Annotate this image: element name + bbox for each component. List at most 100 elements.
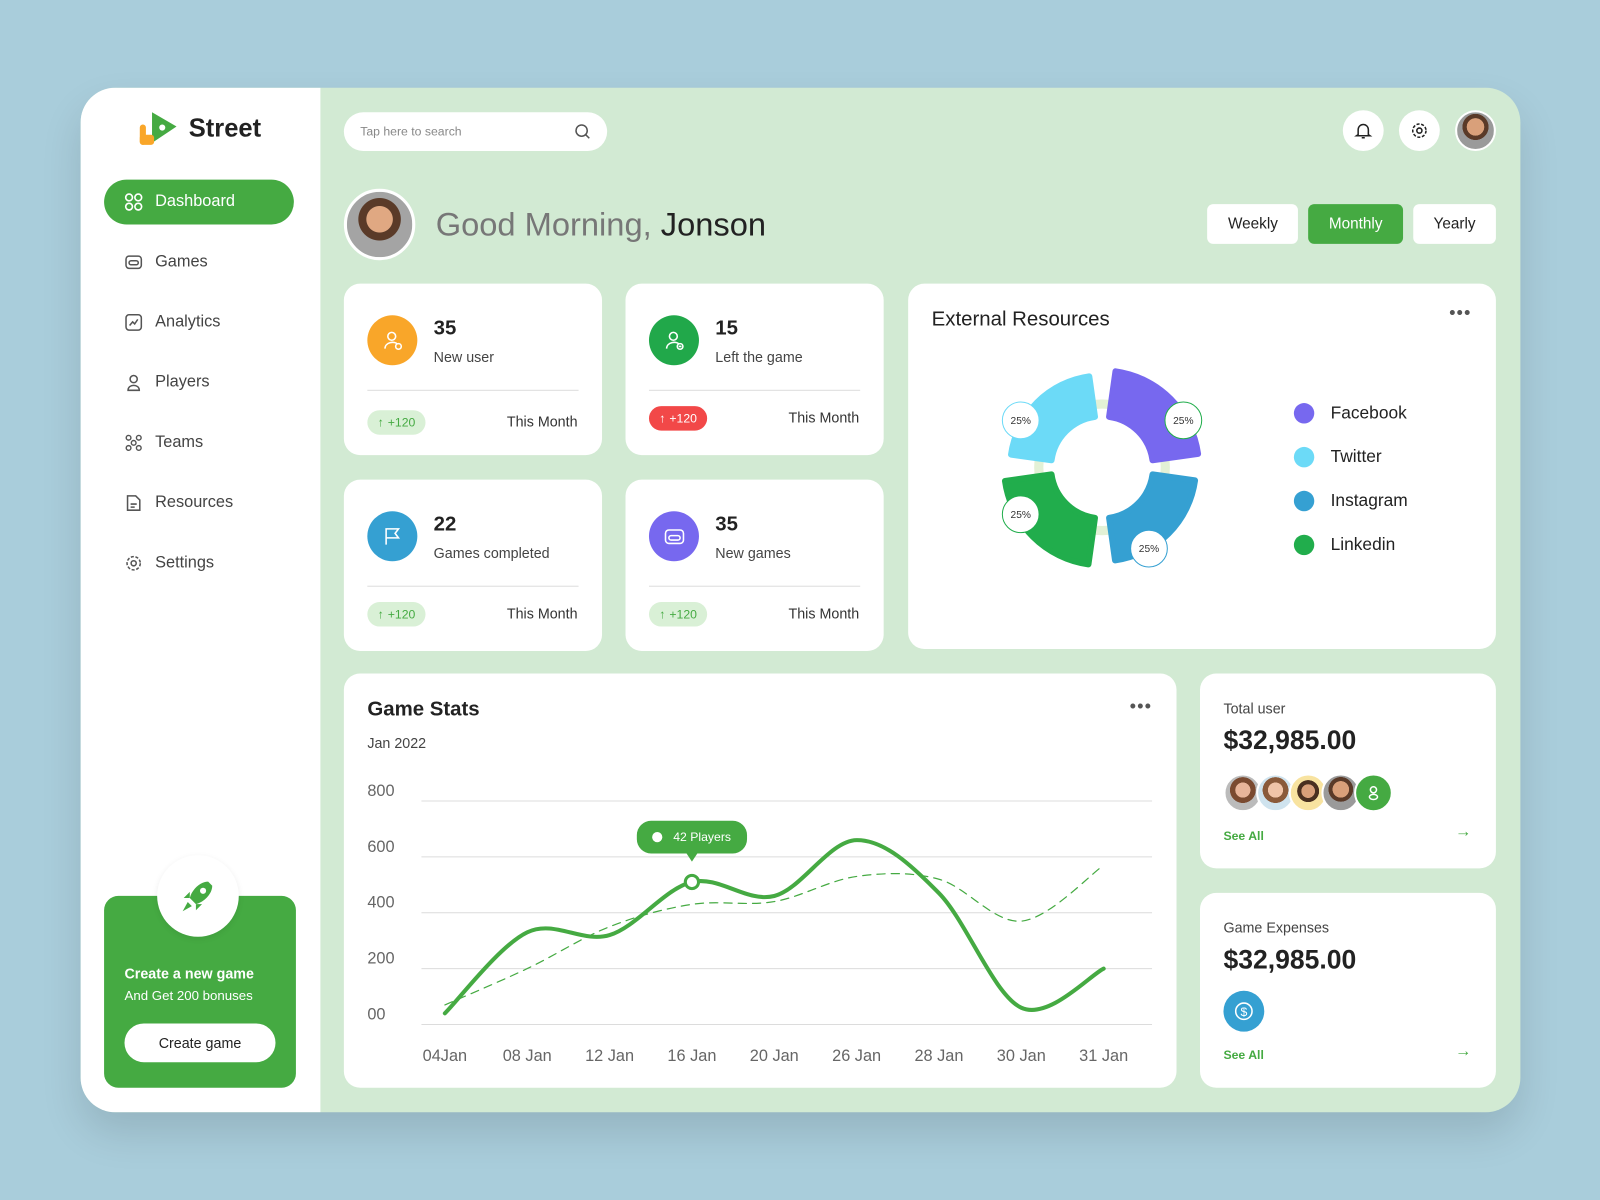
avatar-group <box>1223 773 1393 813</box>
legend-label: Instagram <box>1330 490 1408 510</box>
svg-text:$: $ <box>1240 1005 1247 1019</box>
avatar <box>1256 773 1295 813</box>
settings-button[interactable] <box>1398 110 1440 152</box>
stat-label: Left the game <box>715 348 803 366</box>
y-tick-label: 600 <box>367 838 394 856</box>
resources-legend: Facebook Twitter Instagram Linkedin <box>1293 391 1408 567</box>
stat-card: 22 Games completed ↑ +120 This Month <box>343 479 603 652</box>
x-tick-label: 31 Jan <box>1079 1047 1128 1065</box>
x-tick-label: 08 Jan <box>503 1047 552 1065</box>
divider <box>367 585 579 587</box>
stat-period: This Month <box>506 413 578 430</box>
sidebar-item-teams[interactable]: Teams <box>104 420 294 465</box>
logo[interactable]: Street <box>138 110 261 147</box>
more-options-icon[interactable]: ••• <box>1129 695 1153 717</box>
document-icon <box>126 495 141 511</box>
rocket-icon <box>157 855 239 937</box>
legend-label: Linkedin <box>1330 534 1396 554</box>
legend-label: Twitter <box>1330 446 1382 466</box>
gamepad-icon <box>125 255 143 270</box>
total-user-card: Total user $32,985.00 See All → <box>1199 673 1496 869</box>
donut-percent-label: 25% <box>1130 529 1168 568</box>
user-remove-icon <box>648 315 699 366</box>
app-window: Street Dashboard Games Analytics Players… <box>80 87 1521 1113</box>
period-weekly-button[interactable]: Weekly <box>1207 204 1299 244</box>
search-input[interactable]: Tap here to search <box>343 112 608 152</box>
sidebar-item-label: Players <box>155 373 210 391</box>
x-tick-label: 16 Jan <box>667 1047 716 1065</box>
arrow-up-icon: ↑ <box>659 607 666 622</box>
brand-name: Street <box>188 113 262 143</box>
stat-value: 35 <box>433 317 457 340</box>
x-tick-label: 20 Jan <box>750 1047 799 1065</box>
legend-item: Linkedin <box>1293 522 1408 566</box>
greeting: Good Morning, Jonson <box>343 188 767 261</box>
x-tick-label: 30 Jan <box>997 1047 1046 1065</box>
notifications-button[interactable] <box>1342 110 1384 152</box>
arrow-right-icon[interactable]: → <box>1455 823 1472 841</box>
dollar-icon: $ <box>1223 990 1265 1032</box>
sidebar-item-settings[interactable]: Settings <box>104 541 294 586</box>
sidebar-item-label: Teams <box>155 433 204 452</box>
change-badge: ↑ +120 <box>648 406 708 431</box>
profile-avatar <box>343 188 416 261</box>
arrow-up-icon: ↑ <box>377 415 384 430</box>
more-options-icon[interactable]: ••• <box>1449 302 1472 323</box>
stat-label: Games completed <box>433 544 550 562</box>
gear-icon <box>1411 123 1427 139</box>
logo-icon <box>139 112 177 145</box>
donut-segment-facebook[interactable] <box>1106 368 1202 464</box>
promo-subtitle: And Get 200 bonuses <box>124 987 253 1004</box>
y-tick-label: 200 <box>367 950 394 968</box>
change-badge: ↑ +120 <box>367 410 426 435</box>
sidebar-item-label: Games <box>155 253 208 271</box>
series-line-solid <box>442 838 1106 1016</box>
chart-title: Game Stats <box>367 697 480 721</box>
user-add-icon <box>367 315 418 366</box>
gear-icon <box>126 555 142 571</box>
sidebar-item-analytics[interactable]: Analytics <box>104 300 294 345</box>
see-all-link[interactable]: See All <box>1223 828 1264 843</box>
team-icon <box>125 434 142 452</box>
period-yearly-button[interactable]: Yearly <box>1413 204 1496 244</box>
donut-percent-label: 25% <box>1001 401 1040 440</box>
chart-subtitle: Jan 2022 <box>367 734 427 752</box>
avatar <box>1288 773 1328 813</box>
legend-item: Instagram <box>1293 479 1408 523</box>
arrow-right-icon[interactable]: → <box>1455 1042 1472 1061</box>
svg-text:25%: 25% <box>1139 544 1159 555</box>
gamepad-icon <box>648 511 699 562</box>
sidebar-nav: Dashboard Games Analytics Players Teams … <box>104 179 294 601</box>
stat-card: 35 New games ↑ +120 This Month <box>625 479 884 652</box>
search-icon[interactable] <box>574 123 590 139</box>
svg-text:42 Players: 42 Players <box>673 830 731 844</box>
stat-value: 35 <box>715 513 739 536</box>
sidebar-item-dashboard[interactable]: Dashboard <box>104 179 294 225</box>
create-game-button[interactable]: Create game <box>124 1023 276 1063</box>
x-tick-label: 12 Jan <box>585 1047 634 1065</box>
sidebar-item-games[interactable]: Games <box>104 240 294 285</box>
stat-label: New user <box>433 348 495 366</box>
svg-text:25%: 25% <box>1173 416 1193 427</box>
change-badge: ↑ +120 <box>367 602 426 627</box>
divider <box>367 389 579 391</box>
more-users-icon[interactable] <box>1354 773 1393 813</box>
period-monthly-button[interactable]: Monthly <box>1308 204 1403 244</box>
x-tick-label: 04Jan <box>423 1047 467 1065</box>
donut-segment-instagram[interactable] <box>1106 471 1199 564</box>
sidebar-item-resources[interactable]: Resources <box>104 481 294 526</box>
card-title: External Resources <box>931 308 1110 331</box>
y-tick-label: 800 <box>367 782 394 800</box>
card-label: Total user <box>1223 699 1286 717</box>
greeting-text: Good Morning, Jonson <box>435 205 767 243</box>
svg-text:25%: 25% <box>1011 416 1031 427</box>
search-placeholder: Tap here to search <box>360 124 462 139</box>
user-avatar[interactable] <box>1455 110 1496 152</box>
legend-swatch <box>1293 446 1315 467</box>
see-all-link[interactable]: See All <box>1223 1047 1264 1063</box>
stat-value: 22 <box>433 513 457 536</box>
sidebar-item-players[interactable]: Players <box>104 360 294 405</box>
game-expenses-card: Game Expenses $32,985.00 $ See All → <box>1199 892 1496 1088</box>
avatar <box>1321 773 1361 813</box>
user-name: Jonson <box>660 205 767 243</box>
